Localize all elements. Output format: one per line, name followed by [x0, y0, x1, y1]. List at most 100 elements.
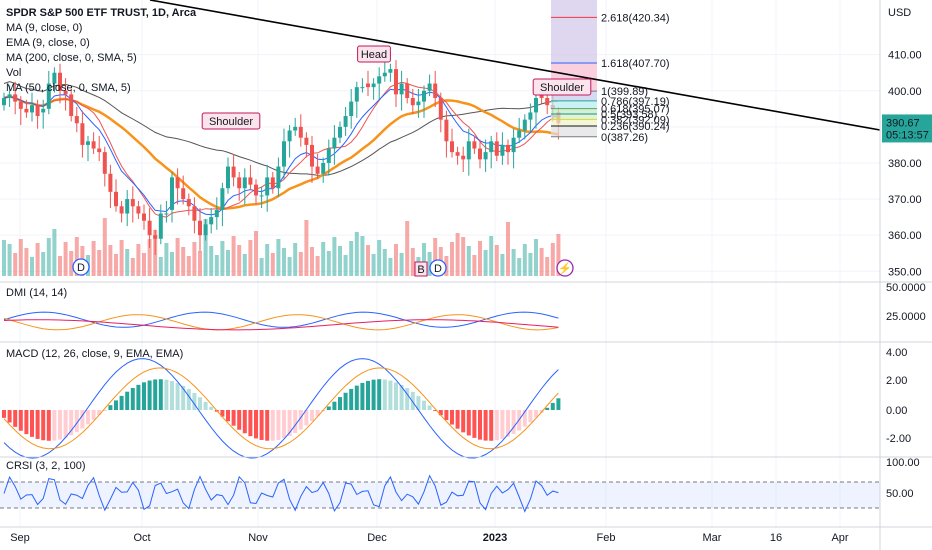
macd-histogram-bar: [80, 410, 85, 429]
macd-histogram-bar: [478, 410, 482, 440]
volume-bar: [399, 253, 404, 276]
macd-histogram-bar: [63, 410, 68, 438]
candle-body: [181, 188, 186, 200]
macd-histogram-bar: [164, 379, 169, 410]
fib-zone: [551, 17, 597, 63]
volume-bar: [450, 242, 454, 276]
volume-bar: [382, 249, 387, 276]
candle-body: [13, 94, 18, 102]
volume-bar: [203, 219, 208, 276]
macd-histogram-bar: [46, 410, 51, 441]
candle-body: [478, 148, 482, 160]
macd-histogram-bar: [326, 406, 331, 410]
candle-body: [80, 123, 85, 145]
macd-histogram-bar: [416, 396, 421, 410]
candle-body: [108, 173, 113, 192]
volume-bar: [349, 241, 354, 276]
volume-bar: [410, 248, 415, 276]
candle-body: [102, 152, 107, 174]
volume-bar: [52, 229, 57, 276]
event-markers: D D ⚡ B: [72, 258, 574, 277]
descending-trendline: [149, 0, 881, 131]
volume-bar: [114, 254, 118, 276]
candle-body: [170, 177, 174, 210]
candle-body: [483, 152, 488, 160]
candle-body: [24, 108, 29, 113]
price-axis: USD410.00400.00390.00380.00370.00360.003…: [882, 7, 932, 500]
volume-bar: [63, 242, 68, 276]
macd-histogram-bar: [97, 410, 102, 416]
macd-histogram-bar: [310, 410, 314, 422]
volume-bar: [220, 241, 225, 276]
macd-histogram-bar: [265, 410, 270, 441]
macd-tick-label: 0.00: [886, 405, 907, 417]
candle-body: [86, 141, 90, 145]
volume-bar: [226, 250, 230, 276]
macd-histogram-bar: [394, 382, 398, 410]
volume-bar: [170, 252, 174, 276]
volume-bar: [522, 244, 527, 276]
macd-histogram-bar: [472, 410, 477, 438]
candle-body: [500, 144, 505, 156]
fib-zone: [551, 119, 597, 126]
candle-body: [287, 130, 292, 142]
macd-histogram-bar: [349, 388, 354, 410]
ma200-line: [3, 81, 559, 176]
candle-body: [220, 188, 225, 210]
candle-body: [52, 72, 57, 84]
candle-body: [2, 97, 6, 106]
volume-bar: [545, 257, 550, 276]
candle-body: [539, 94, 544, 98]
macd-histogram-bar: [332, 401, 337, 410]
dmi-tick-label: 50.0000: [886, 282, 926, 294]
macd-histogram-bar: [102, 410, 107, 411]
volume-bar: [433, 238, 438, 276]
candle-body: [332, 137, 337, 149]
price-tick-label: 360.00: [888, 230, 922, 242]
macd-histogram-bar: [444, 410, 449, 421]
macd-histogram-bar: [338, 397, 342, 410]
candle-body: [119, 206, 124, 214]
macd-histogram-bar: [209, 406, 214, 410]
fib-zone: [551, 113, 597, 120]
candle-body: [147, 220, 152, 236]
macd-histogram-bar: [175, 383, 180, 410]
earnings-marker-circle: [556, 259, 574, 277]
volume-bar: [74, 237, 79, 276]
volume-bar: [483, 250, 488, 276]
macd-histogram-bar: [114, 400, 118, 410]
candle-body: [254, 184, 258, 196]
volume-bar: [293, 243, 298, 276]
dividend-marker: D: [77, 262, 85, 274]
macd-histogram-bar: [119, 395, 124, 410]
macd-histogram-bar: [86, 410, 90, 425]
volume-bar: [287, 257, 292, 276]
macd-histogram-bar: [248, 410, 253, 437]
macd-histogram-bar: [556, 398, 561, 410]
volume-bar: [254, 231, 258, 276]
volume-bar: [91, 241, 96, 276]
candle-body: [226, 166, 230, 189]
candle-body: [237, 177, 242, 189]
volume-bar: [108, 245, 113, 276]
macd-histogram-bar: [125, 391, 130, 410]
candle-body: [326, 148, 331, 163]
candle-body: [511, 137, 516, 153]
right-shoulder-label: Shoulder: [540, 82, 584, 94]
volume-bar: [214, 255, 219, 276]
grid: [0, 0, 880, 527]
macd-histogram-bar: [24, 410, 29, 435]
candle-body: [427, 83, 432, 91]
candle-body: [259, 195, 264, 197]
candle-body: [242, 177, 247, 189]
macd-histogram-bar: [35, 410, 40, 439]
volume-bar: [338, 246, 342, 276]
candle-body: [349, 101, 354, 117]
macd-histogram-bar: [41, 410, 46, 441]
candle-body: [410, 97, 415, 106]
volume-bar: [394, 244, 398, 276]
volume-bar: [539, 248, 544, 276]
crsi-tick-label: 50.00: [886, 488, 914, 500]
ema9-series: [3, 88, 559, 216]
